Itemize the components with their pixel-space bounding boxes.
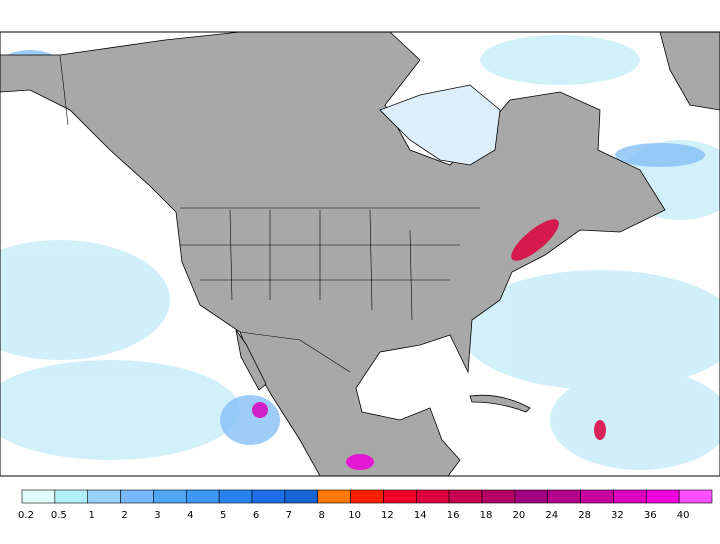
legend-swatch: [678, 489, 713, 504]
land-baja: [235, 329, 267, 391]
legend-swatch: [547, 489, 581, 504]
legend-label: 6: [253, 510, 259, 521]
legend-label: 0.2: [18, 510, 34, 521]
legend-label: 16: [447, 510, 460, 521]
precip-heavy: [252, 219, 606, 470]
borders: [59, 54, 480, 373]
hudson-bay: [379, 84, 501, 166]
legend-label: 1: [89, 510, 95, 521]
legend-swatch: [120, 489, 154, 504]
legend-label: 12: [381, 510, 394, 521]
legend-swatch: [448, 489, 483, 504]
legend-label: 7: [286, 510, 292, 521]
map-area: [0, 31, 720, 477]
legend-label: 0.5: [51, 510, 67, 521]
legend-swatch: [613, 489, 647, 504]
legend-swatch: [153, 489, 187, 504]
legend-label: 18: [480, 510, 493, 521]
legend-swatch: [251, 489, 286, 504]
legend-swatch: [87, 489, 121, 504]
legend-swatch: [185, 489, 220, 504]
land-cuba: [469, 394, 531, 413]
legend-swatch: [481, 489, 516, 504]
legend-label: 20: [512, 510, 525, 521]
map-frame: [0, 31, 720, 477]
legend-swatch: [350, 489, 384, 504]
legend-label: 3: [154, 510, 160, 521]
legend-label: 28: [578, 510, 591, 521]
legend-label: 24: [545, 510, 558, 521]
legend-label: 14: [414, 510, 427, 521]
legend-label: 2: [121, 510, 127, 521]
legend-swatch: [580, 489, 614, 504]
legend-swatch: [415, 489, 450, 504]
legend-swatch: [54, 489, 89, 504]
legend-swatch: [218, 489, 253, 504]
legend-swatch: [21, 489, 56, 504]
legend-swatch: [284, 489, 319, 504]
legend-label: 8: [319, 510, 325, 521]
legend-label: 32: [611, 510, 624, 521]
legend-swatch: [317, 489, 351, 504]
precip-light: [0, 35, 720, 470]
legend-swatch: [645, 489, 680, 504]
colorbar: 0.2 0.5 1 2 3 4 5 6 7 8 10 12 14 16 18 20 24 28 32 36 40: [18, 489, 713, 521]
legend-label: 40: [677, 510, 690, 521]
legend-swatch: [383, 489, 417, 504]
legend-label: 36: [644, 510, 657, 521]
legend-swatch: [514, 489, 549, 504]
legend-label: 5: [220, 510, 226, 521]
legend-label: 4: [187, 510, 193, 521]
legend-label: 10: [348, 510, 361, 521]
